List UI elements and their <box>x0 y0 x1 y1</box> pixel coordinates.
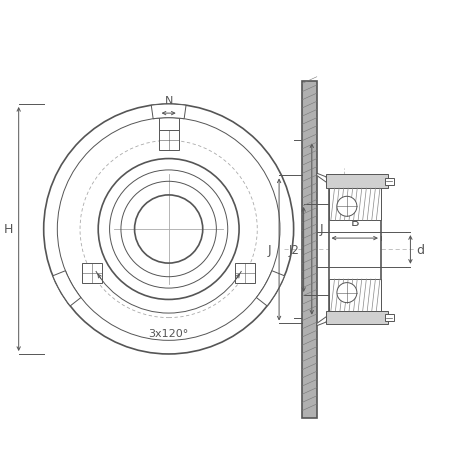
Text: J: J <box>267 243 270 257</box>
Bar <box>328 280 380 311</box>
Bar <box>158 131 178 151</box>
Bar <box>235 264 255 284</box>
Text: J: J <box>319 223 323 236</box>
Text: 3x120°: 3x120° <box>148 328 188 338</box>
Text: B: B <box>350 216 358 229</box>
Bar <box>301 82 316 418</box>
Polygon shape <box>316 311 328 326</box>
Text: J2: J2 <box>287 243 298 257</box>
Bar <box>325 311 387 325</box>
Bar <box>325 175 387 189</box>
Circle shape <box>336 283 356 303</box>
Wedge shape <box>151 105 185 119</box>
Bar <box>384 314 393 322</box>
Wedge shape <box>256 271 284 306</box>
Text: N: N <box>164 96 173 106</box>
Bar <box>328 189 380 220</box>
Wedge shape <box>53 271 81 306</box>
Bar <box>384 178 393 185</box>
Bar <box>82 264 102 284</box>
Bar <box>328 189 380 311</box>
Circle shape <box>336 197 356 217</box>
Text: d: d <box>415 243 424 257</box>
Polygon shape <box>316 174 328 189</box>
Text: H: H <box>4 223 13 236</box>
